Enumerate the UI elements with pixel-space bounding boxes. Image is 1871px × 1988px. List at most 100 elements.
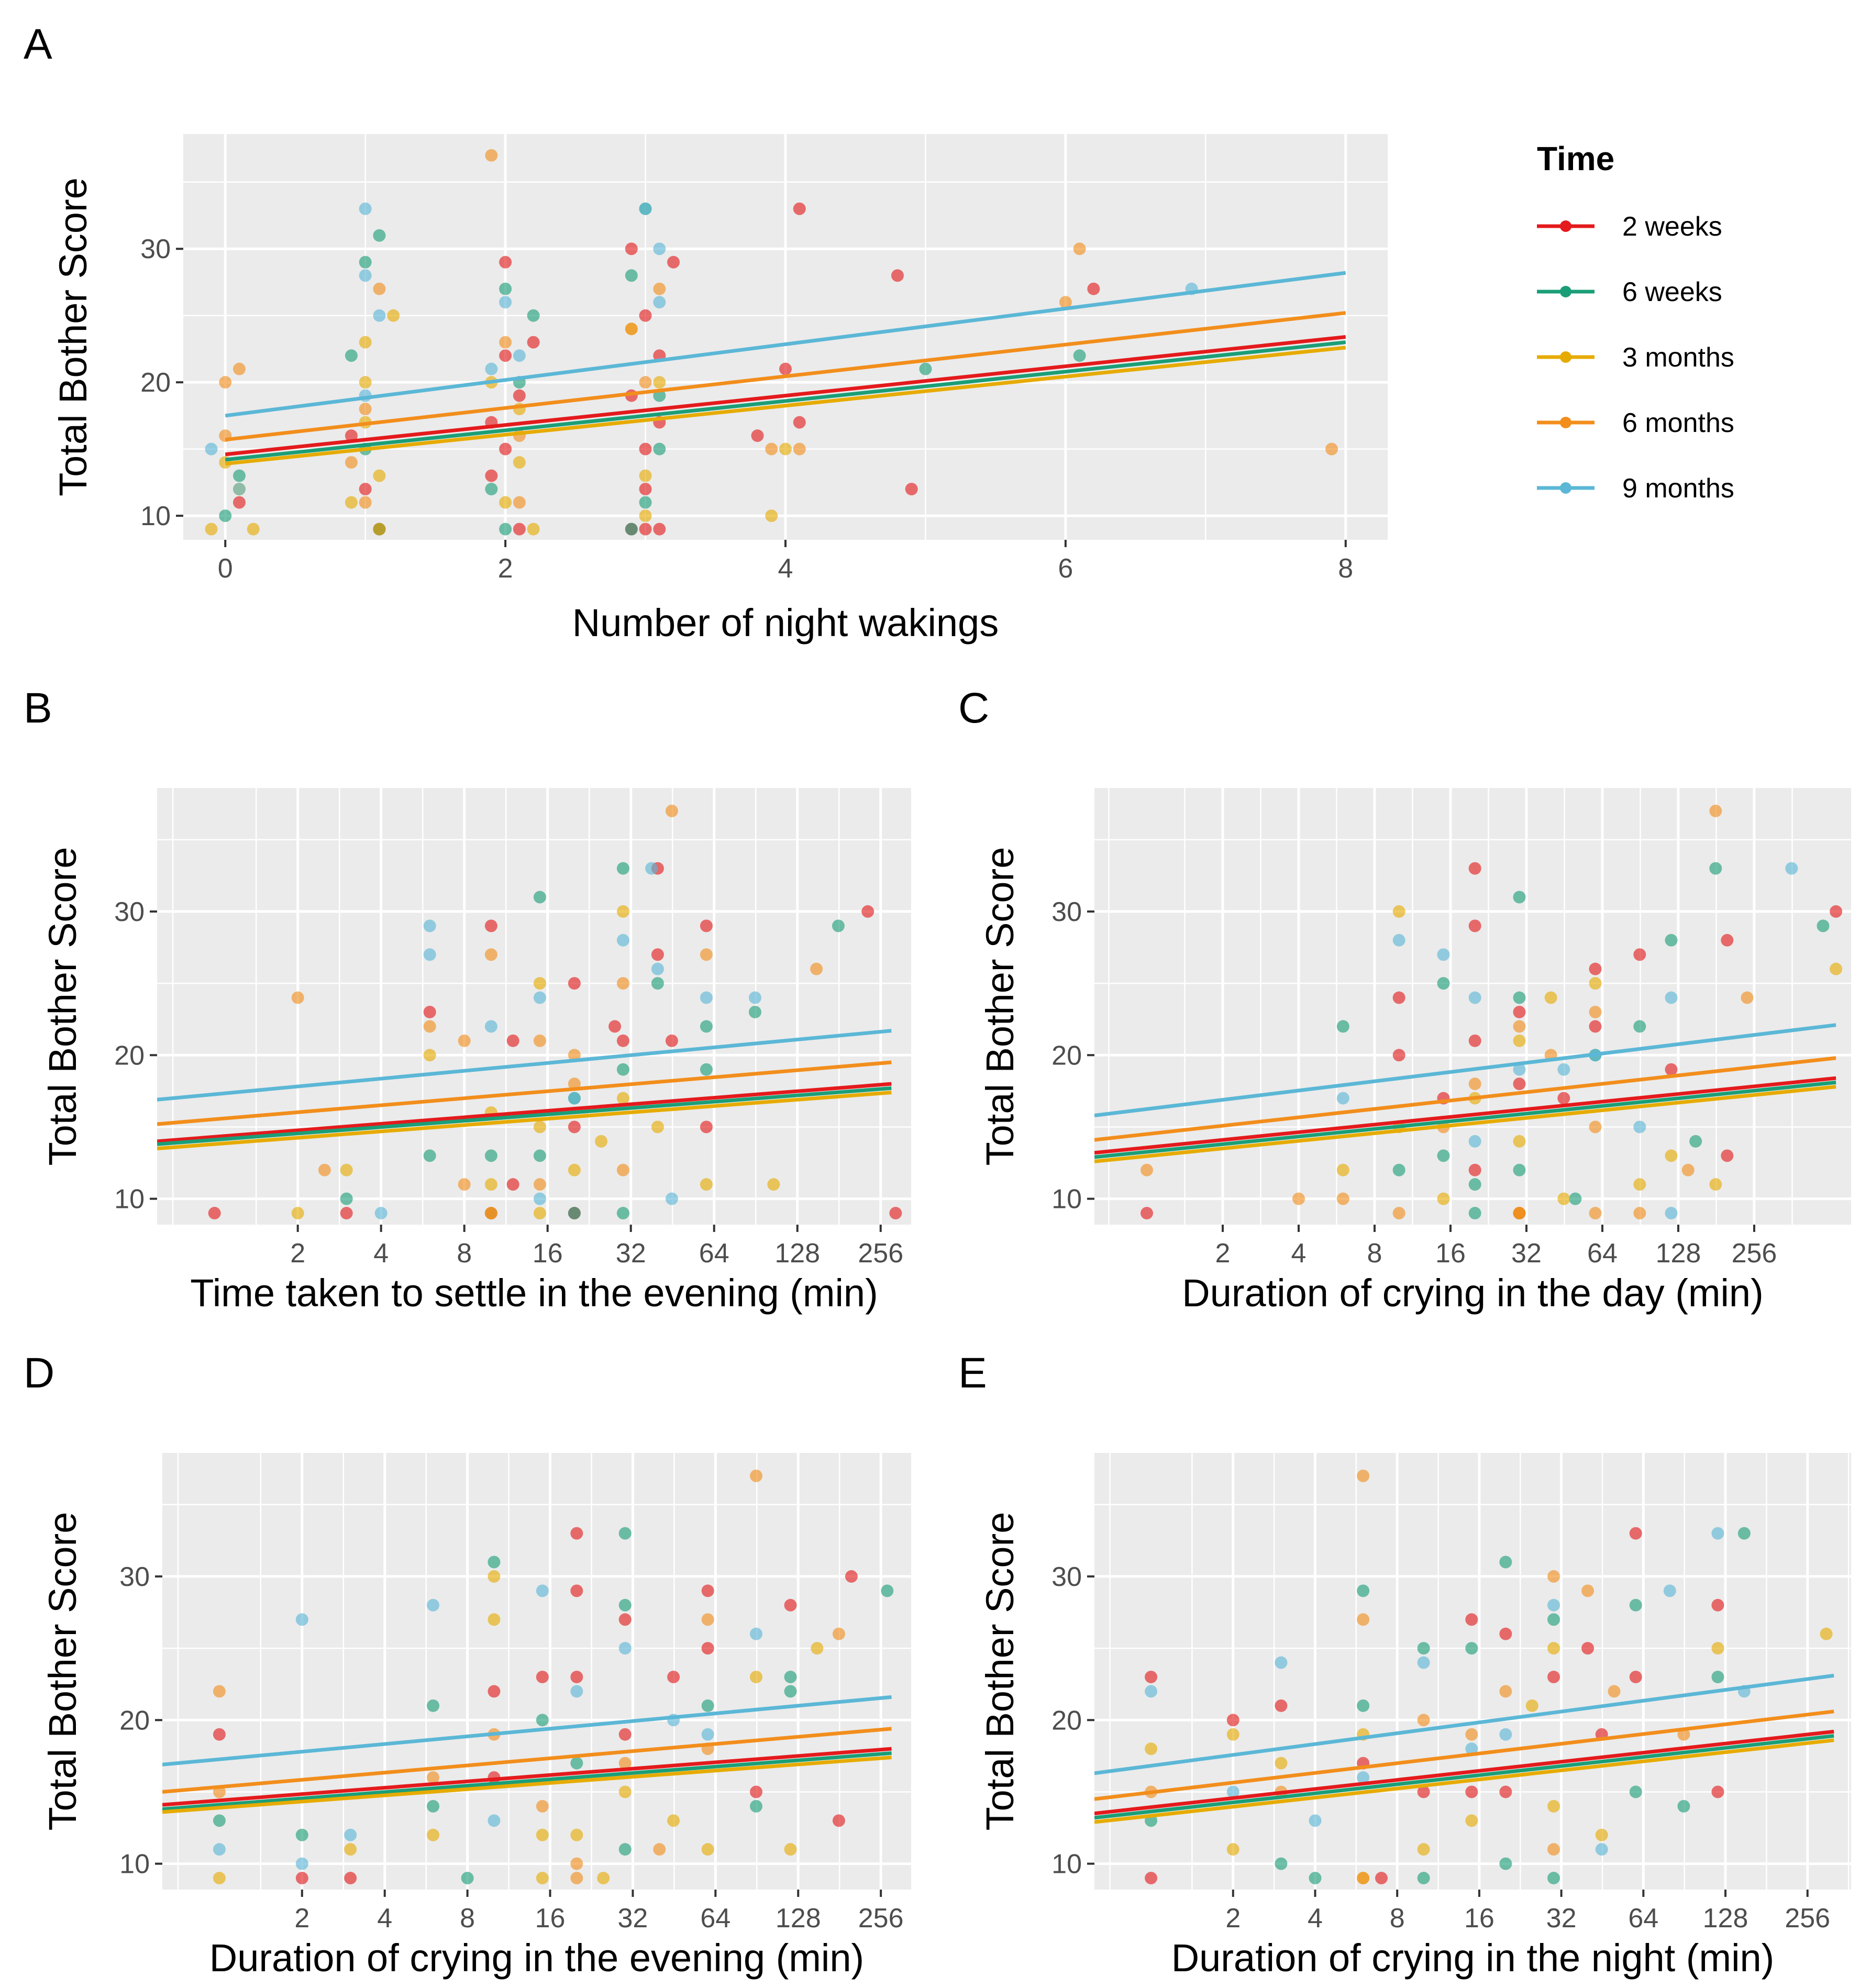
panel-b-point-6-months [458, 1034, 471, 1047]
panel-a-point-3-months [247, 523, 260, 536]
panel-b-point-3-months [533, 1207, 546, 1220]
panel-c-point-3-months [1513, 1135, 1526, 1148]
panel-a-point-2-weeks [625, 242, 638, 256]
panel-e-point-9-months [1465, 1742, 1478, 1756]
panel-d-point-9-months [295, 1613, 308, 1626]
panel-d-x-tick-label: 32 [618, 1903, 648, 1934]
legend-item-6-weeks: 6 weeks [1537, 277, 1722, 307]
panel-c-point-6-weeks [1392, 1163, 1405, 1176]
panel-c-point-2-weeks [1392, 991, 1405, 1004]
panel-b-point-3-months [340, 1163, 353, 1176]
panel-c-point-9-months [1468, 991, 1481, 1004]
panel-b-point-6-weeks [748, 1005, 761, 1018]
panel-a-point-3-months [639, 509, 652, 523]
panel-a-point-9-months [513, 349, 526, 362]
panel-d-point-2-weeks [536, 1670, 549, 1683]
panel-d-point-9-months [618, 1642, 632, 1655]
panel-e-point-2-weeks [1145, 1872, 1158, 1885]
panel-b-point-6-weeks [616, 862, 629, 875]
panel-c-point-2-weeks [1830, 905, 1843, 918]
panel-e-point-6-months [1547, 1843, 1560, 1856]
panel-d-point-6-weeks [461, 1872, 474, 1885]
panel-b-point-6-weeks [700, 1063, 713, 1076]
panel-d-point-2-weeks [784, 1598, 797, 1612]
panel-e-point-3-months [1226, 1843, 1239, 1856]
panel-d-point-2-weeks [618, 1613, 632, 1626]
panel-b-point-9-months [568, 1092, 581, 1105]
panel-b-point-6-weeks [568, 1207, 581, 1220]
panel-e-point-2-weeks [1711, 1598, 1724, 1612]
legend-point-9-months [1560, 482, 1571, 494]
panel-c-point-9-months [1437, 948, 1450, 961]
panel-a-point-2-weeks [513, 523, 526, 536]
panel-a-point-2-weeks [779, 362, 792, 375]
panel-c-point-9-months [1557, 1063, 1570, 1076]
panel-c-point-6-months [1589, 1005, 1602, 1018]
panel-b-point-6-months [318, 1163, 331, 1176]
panel-d-x-tick-label: 16 [535, 1903, 566, 1934]
panel-a-line-6-weeks [225, 340, 1346, 462]
panel-e-line-3-months [1094, 1738, 1834, 1824]
panel-b-point-6-months [616, 1163, 629, 1176]
panel-a-point-6-weeks [499, 282, 512, 295]
panel-c-point-6-weeks [1468, 1178, 1481, 1191]
panel-b-point-9-months [484, 1020, 497, 1033]
panel-e-point-6-months [1608, 1685, 1621, 1698]
panel-a-point-2-weeks [639, 483, 652, 496]
panel-b: B 2 4 8 16 32 64 128 256 10 20 30 Time taken to sett… [24, 684, 911, 1315]
panel-a-point-2-weeks [793, 416, 806, 429]
panel-a-point-6-months [765, 442, 778, 456]
panel-c-point-3-months [1513, 1034, 1526, 1047]
panel-c-point-6-months [1681, 1163, 1695, 1176]
panel-d-point-3-months [536, 1872, 549, 1885]
legend-title: Time [1537, 140, 1614, 177]
panel-a-y-axis-title: Total Bother Score [51, 177, 95, 496]
panel-a-point-2-weeks [513, 389, 526, 402]
panel-e-y-tick-label: 30 [1051, 1562, 1082, 1592]
panel-a-point-6-weeks [373, 229, 386, 242]
panel-b-line-6-weeks [157, 1086, 892, 1146]
panel-d-point-3-months [811, 1642, 824, 1655]
panel-d-point-6-weeks [750, 1800, 763, 1813]
panel-c-point-3-months [1665, 1149, 1678, 1162]
panel-a-point-6-weeks [919, 362, 932, 375]
panel-a-y-tick-label: 30 [140, 234, 171, 264]
panel-d-line-9-months [162, 1695, 892, 1767]
panel-a-x-tick-label: 0 [218, 553, 233, 584]
panel-c-point-6-months [1468, 1078, 1481, 1091]
panel-d-point-2-weeks [618, 1728, 632, 1741]
panel-b-point-3-months [616, 905, 629, 918]
panel-c-point-2-weeks [1140, 1207, 1153, 1220]
panel-d-point-6-months [213, 1685, 226, 1698]
panel-a-point-6-weeks [345, 349, 358, 362]
panel-c-lines [1094, 1023, 1836, 1163]
panel-e-point-6-months [1357, 1469, 1370, 1482]
panel-c-x-axis-title: Duration of crying in the day (min) [1182, 1271, 1763, 1315]
panel-d-point-2-weeks [832, 1814, 845, 1827]
panel-c-point-6-months [1336, 1192, 1349, 1205]
panel-c-line-6-weeks [1094, 1080, 1836, 1159]
panel-b-point-6-months [568, 1049, 581, 1062]
panel-c-point-9-months [1513, 1063, 1526, 1076]
panel-b-point-6-weeks [832, 919, 845, 932]
panel-c-y-tick-label: 20 [1051, 1040, 1082, 1071]
panel-e-x-tick-label: 4 [1308, 1903, 1323, 1934]
panel-e-letter: E [958, 1349, 987, 1397]
panel-e-point-2-weeks [1629, 1670, 1642, 1683]
panel-d-point-6-weeks [213, 1814, 226, 1827]
panel-b-point-9-months [423, 948, 436, 961]
panel-d-point-6-weeks [295, 1828, 308, 1841]
panel-d-point-3-months [618, 1785, 632, 1798]
panel-c-point-6-months [1513, 1207, 1526, 1220]
panel-b-point-9-months [665, 1192, 678, 1205]
panel-e-point-9-months [1547, 1598, 1560, 1612]
panel-c-point-3-months [1830, 962, 1843, 975]
panel-a-point-9-months [373, 309, 386, 322]
panel-d-point-6-weeks [536, 1714, 549, 1727]
panel-d-point-3-months [536, 1828, 549, 1841]
panel-d-lines [162, 1695, 892, 1814]
panel-c-point-6-weeks [1817, 919, 1830, 932]
panel-c-gridlines [1094, 788, 1851, 1225]
panel-c-point-2-weeks [1589, 1020, 1602, 1033]
panel-a-point-2-weeks [905, 483, 918, 496]
